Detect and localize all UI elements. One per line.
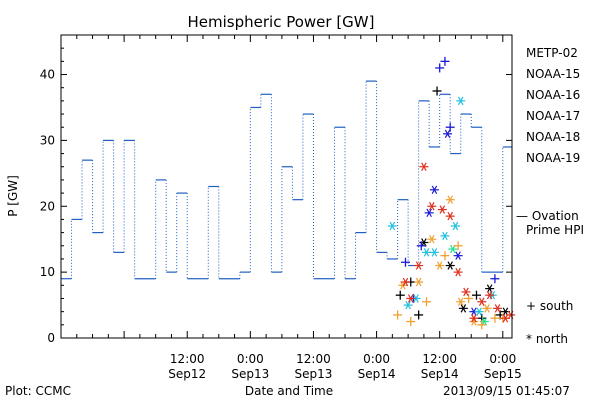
data-point-noaa-18 bbox=[469, 317, 479, 326]
legend-item-metp-02: METP-02 bbox=[526, 46, 578, 60]
x-tick-label-time: 12:00 bbox=[296, 352, 331, 366]
y-tick-label: 0 bbox=[47, 331, 55, 345]
x-tick-label-time: 0:00 bbox=[363, 352, 390, 366]
legend-item-noaa-18: NOAA-18 bbox=[526, 130, 580, 144]
data-point-noaa-18 bbox=[456, 297, 466, 306]
x-tick-label-date: Sep13 bbox=[231, 367, 269, 381]
data-point-noaa-19 bbox=[493, 304, 503, 313]
data-point-noaa-15 bbox=[445, 122, 455, 132]
data-point-noaa-16 bbox=[440, 231, 450, 241]
legend-item-noaa-15: NOAA-15 bbox=[526, 67, 580, 81]
data-point-noaa-19 bbox=[485, 290, 495, 300]
data-point-noaa-18 bbox=[406, 317, 416, 327]
legend-item-noaa-17: NOAA-17 bbox=[526, 109, 580, 123]
x-axis-label: Date and Time bbox=[245, 384, 333, 398]
y-axis-label: P [GW] bbox=[6, 175, 20, 217]
y-tick-label: 10 bbox=[40, 265, 55, 279]
legend: — Ovation Prime HPI + south * north METP… bbox=[516, 46, 584, 346]
data-point-noaa-15 bbox=[435, 63, 445, 73]
data-point-noaa-19 bbox=[400, 277, 410, 287]
data-point-noaa-18 bbox=[422, 297, 432, 307]
data-point-noaa-19 bbox=[445, 211, 455, 221]
y-tick-label: 40 bbox=[40, 68, 55, 82]
data-point-metp-02 bbox=[458, 304, 468, 313]
data-point-noaa-18 bbox=[453, 241, 463, 251]
plot-frame bbox=[60, 34, 513, 339]
x-tick-label-time: 0:00 bbox=[237, 352, 264, 366]
data-point-noaa-18 bbox=[398, 281, 408, 290]
data-point-noaa-15 bbox=[443, 129, 453, 139]
y-tick-label: 30 bbox=[40, 133, 55, 147]
chart-title: Hemispheric Power [GW] bbox=[188, 13, 375, 31]
data-point-noaa-18 bbox=[490, 313, 500, 323]
ovation-line-group bbox=[61, 80, 512, 280]
data-point-metp-02 bbox=[432, 86, 442, 96]
data-point-noaa-18 bbox=[440, 251, 450, 261]
data-point-metp-02 bbox=[445, 261, 455, 270]
data-point-noaa-19 bbox=[427, 202, 437, 211]
data-point-metp-02 bbox=[485, 284, 495, 293]
data-point-metp-02 bbox=[395, 290, 405, 300]
data-point-noaa-18 bbox=[427, 234, 437, 244]
data-point-noaa-16 bbox=[450, 221, 460, 231]
x-tick-label-time: 0:00 bbox=[489, 352, 516, 366]
y-tick-label: 20 bbox=[40, 199, 55, 213]
x-tick-label-time: 12:00 bbox=[170, 352, 205, 366]
satellite-points-group bbox=[387, 56, 516, 330]
data-point-metp-02 bbox=[471, 290, 481, 300]
data-point-noaa-19 bbox=[477, 297, 487, 306]
data-point-noaa-15 bbox=[453, 251, 463, 260]
x-axis: 12:00Sep120:00Sep1312:00Sep130:00Sep1412… bbox=[60, 35, 522, 381]
data-point-noaa-16 bbox=[387, 221, 397, 231]
data-point-noaa-16 bbox=[474, 307, 484, 316]
y-axis: 0 10 20 30 40 bbox=[40, 47, 512, 345]
data-point-noaa-17 bbox=[448, 244, 458, 254]
data-point-noaa-18 bbox=[414, 277, 424, 287]
data-point-noaa-16 bbox=[456, 96, 466, 106]
data-point-noaa-19 bbox=[406, 294, 416, 303]
legend-south-label: + south bbox=[526, 299, 573, 313]
data-point-noaa-15 bbox=[400, 257, 410, 267]
data-point-noaa-18 bbox=[445, 195, 455, 204]
data-point-noaa-15 bbox=[429, 185, 439, 195]
x-tick-label-date: Sep14 bbox=[421, 367, 459, 381]
x-tick-label-date: Sep12 bbox=[168, 367, 206, 381]
legend-ovation-label: — Ovation bbox=[516, 209, 579, 223]
data-point-noaa-19 bbox=[414, 261, 424, 270]
x-tick-label-time: 12:00 bbox=[422, 352, 457, 366]
data-point-noaa-18 bbox=[435, 261, 445, 270]
legend-item-noaa-19: NOAA-19 bbox=[526, 151, 580, 165]
data-point-noaa-19 bbox=[469, 314, 479, 323]
legend-north-label: * north bbox=[526, 332, 568, 346]
data-point-noaa-19 bbox=[461, 287, 471, 297]
data-point-noaa-18 bbox=[393, 310, 403, 320]
x-tick-label-date: Sep15 bbox=[484, 367, 522, 381]
legend-ovation-label-2: Prime HPI bbox=[526, 223, 584, 237]
data-point-noaa-15 bbox=[440, 56, 450, 66]
data-point-noaa-19 bbox=[437, 205, 447, 214]
data-point-noaa-15 bbox=[424, 208, 434, 218]
data-point-noaa-16 bbox=[403, 300, 413, 310]
footer-timestamp: 2013/09/15 01:45:07 bbox=[443, 384, 570, 398]
data-point-noaa-19 bbox=[419, 162, 429, 171]
data-point-noaa-18 bbox=[482, 304, 492, 313]
legend-item-noaa-16: NOAA-16 bbox=[526, 88, 580, 102]
x-tick-label-date: Sep13 bbox=[295, 367, 333, 381]
footer-left-label: Plot: CCMC bbox=[5, 384, 71, 398]
x-tick-label-date: Sep14 bbox=[358, 367, 396, 381]
data-point-noaa-16 bbox=[429, 248, 439, 257]
data-point-noaa-15 bbox=[490, 274, 500, 284]
data-point-noaa-19 bbox=[453, 267, 463, 277]
data-point-noaa-16 bbox=[422, 248, 432, 257]
data-point-noaa-15 bbox=[416, 241, 426, 251]
data-point-noaa-18 bbox=[477, 320, 487, 330]
data-point-metp-02 bbox=[414, 310, 424, 320]
